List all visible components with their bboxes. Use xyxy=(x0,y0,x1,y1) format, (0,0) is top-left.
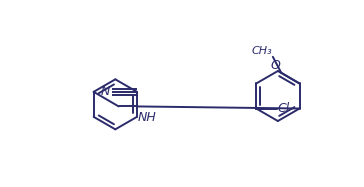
Text: O: O xyxy=(270,59,280,72)
Text: N: N xyxy=(100,85,110,98)
Text: CH₃: CH₃ xyxy=(252,46,272,56)
Text: Cl: Cl xyxy=(278,102,290,115)
Text: NH: NH xyxy=(138,111,156,124)
